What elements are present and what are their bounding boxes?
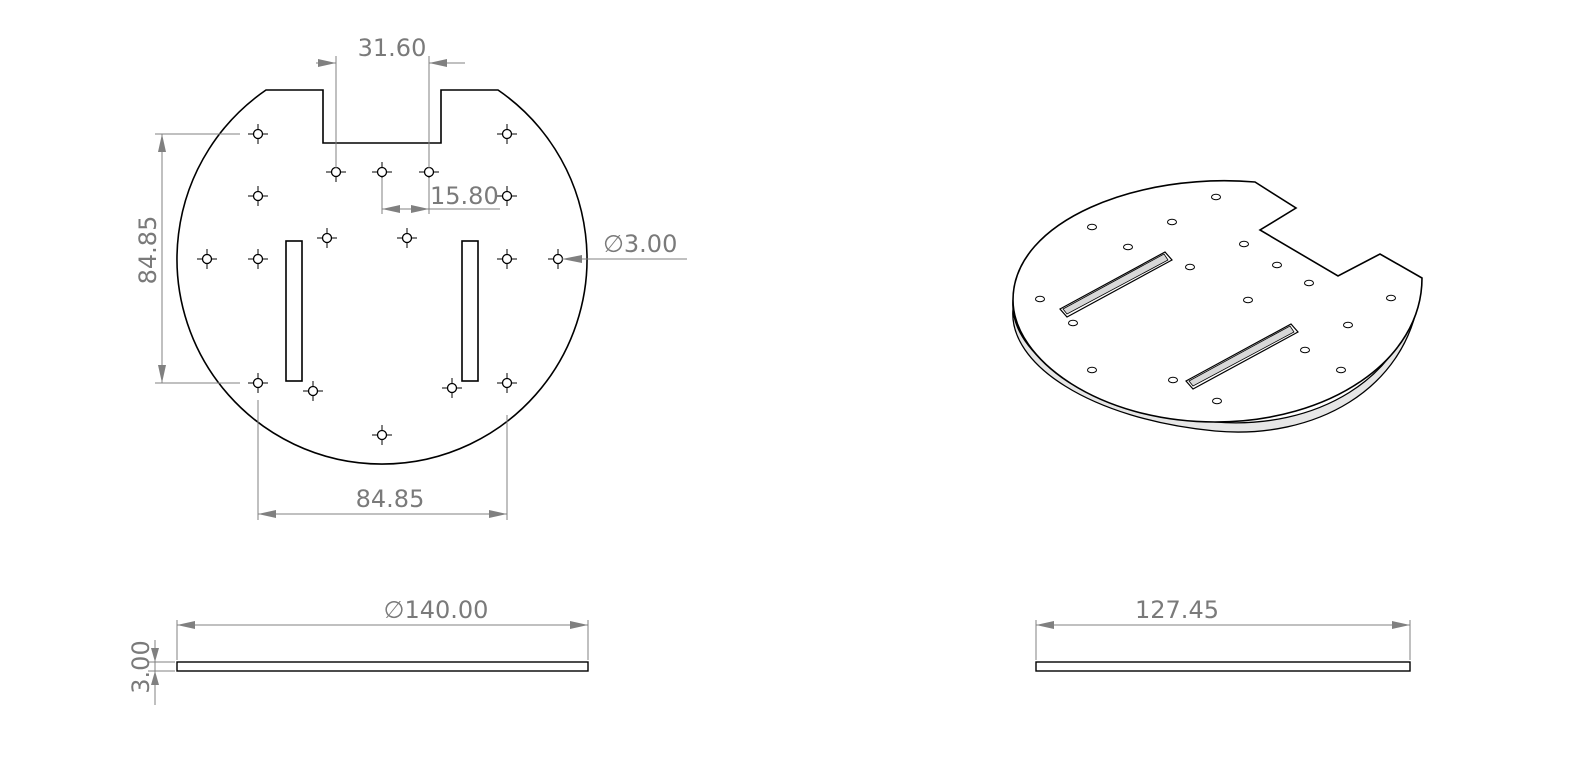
- hole: [247, 248, 269, 270]
- hole: [496, 248, 518, 270]
- iso-slot: [1185, 323, 1299, 390]
- hole: [396, 227, 418, 249]
- hole: [1087, 223, 1097, 231]
- hole: [1212, 397, 1222, 405]
- diameter-symbol: ∅: [603, 230, 624, 258]
- iso-slot: [1059, 251, 1173, 318]
- dim-label: 15.80: [430, 182, 499, 210]
- hole: [371, 424, 393, 446]
- isometric-view: [1012, 179, 1423, 433]
- front-view: ∅140.00 3.00: [127, 596, 589, 705]
- hole: [496, 123, 518, 145]
- dim-label: 84.85: [356, 485, 425, 513]
- hole: [1243, 296, 1253, 304]
- dim-value: 3.00: [624, 230, 677, 258]
- plate-outline: [176, 89, 588, 465]
- slot-right: [461, 240, 479, 382]
- dim-vertical-spacing: 84.85: [134, 133, 240, 384]
- plate-edge-front: [176, 661, 589, 672]
- dim-label: ∅3.00: [603, 230, 677, 258]
- hole: [1300, 346, 1310, 354]
- slot-left: [285, 240, 303, 382]
- hole: [247, 372, 269, 394]
- hole: [441, 377, 463, 399]
- dim-hole-diameter: ∅3.00: [562, 230, 687, 263]
- hole: [496, 372, 518, 394]
- hole: [1185, 263, 1195, 271]
- dim-label: 31.60: [358, 34, 427, 62]
- dim-side-width: 127.45: [1035, 596, 1411, 660]
- mounting-holes: [196, 123, 569, 446]
- iso-holes: [1035, 193, 1396, 405]
- iso-plate-top-face: [1012, 179, 1423, 423]
- dim-diameter: ∅140.00: [176, 596, 589, 660]
- dim-label: 84.85: [134, 216, 162, 285]
- plate-edge-side: [1035, 661, 1411, 672]
- hole: [1211, 193, 1221, 201]
- hole: [1068, 319, 1078, 327]
- hole: [1087, 366, 1097, 374]
- hole: [1343, 321, 1353, 329]
- dim-thickness: 3.00: [127, 640, 175, 705]
- hole: [1167, 218, 1177, 226]
- hole: [1386, 294, 1396, 302]
- hole: [1239, 240, 1249, 248]
- hole: [247, 185, 269, 207]
- hole: [302, 380, 324, 402]
- hole: [496, 185, 518, 207]
- dim-hole-spacing: 15.80: [381, 178, 500, 214]
- hole: [247, 123, 269, 145]
- hole: [1168, 376, 1178, 384]
- diameter-symbol: ∅: [384, 596, 405, 624]
- side-view: 127.45: [1035, 596, 1411, 672]
- dim-label: ∅140.00: [384, 596, 489, 624]
- dim-label: 127.45: [1135, 596, 1219, 624]
- hole: [196, 248, 218, 270]
- dim-horizontal-spacing: 84.85: [257, 400, 508, 520]
- dim-value: 140.00: [404, 596, 488, 624]
- dim-label: 3.00: [127, 640, 155, 693]
- top-view: 31.60 15.80 ∅3.00 84.85: [134, 34, 687, 520]
- dim-notch-width: 31.60: [316, 34, 465, 168]
- hole: [1304, 279, 1314, 287]
- hole: [1035, 295, 1045, 303]
- hole: [1123, 243, 1133, 251]
- hole: [1272, 261, 1282, 269]
- hole: [1336, 366, 1346, 374]
- hole: [316, 227, 338, 249]
